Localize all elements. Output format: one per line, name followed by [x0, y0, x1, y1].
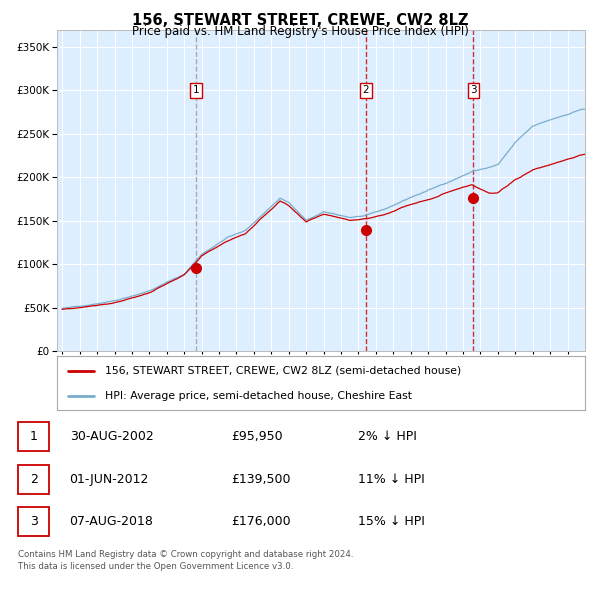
- Text: £176,000: £176,000: [231, 515, 290, 529]
- FancyBboxPatch shape: [18, 507, 49, 536]
- Text: 3: 3: [470, 86, 477, 96]
- Text: 1: 1: [29, 430, 38, 444]
- Text: 30-AUG-2002: 30-AUG-2002: [70, 430, 154, 444]
- Text: 156, STEWART STREET, CREWE, CW2 8LZ (semi-detached house): 156, STEWART STREET, CREWE, CW2 8LZ (sem…: [104, 366, 461, 376]
- Text: 07-AUG-2018: 07-AUG-2018: [70, 515, 154, 529]
- Text: 15% ↓ HPI: 15% ↓ HPI: [358, 515, 424, 529]
- Text: 3: 3: [29, 515, 38, 529]
- Text: 2: 2: [362, 86, 369, 96]
- Text: HPI: Average price, semi-detached house, Cheshire East: HPI: Average price, semi-detached house,…: [104, 392, 412, 401]
- FancyBboxPatch shape: [18, 422, 49, 451]
- Text: This data is licensed under the Open Government Licence v3.0.: This data is licensed under the Open Gov…: [18, 562, 293, 571]
- Text: Contains HM Land Registry data © Crown copyright and database right 2024.: Contains HM Land Registry data © Crown c…: [18, 550, 353, 559]
- Text: 2% ↓ HPI: 2% ↓ HPI: [358, 430, 416, 444]
- Text: 01-JUN-2012: 01-JUN-2012: [70, 473, 149, 486]
- FancyBboxPatch shape: [18, 465, 49, 494]
- Text: 1: 1: [193, 86, 199, 96]
- Text: £139,500: £139,500: [231, 473, 290, 486]
- Text: 11% ↓ HPI: 11% ↓ HPI: [358, 473, 424, 486]
- Text: Price paid vs. HM Land Registry's House Price Index (HPI): Price paid vs. HM Land Registry's House …: [131, 25, 469, 38]
- Text: 156, STEWART STREET, CREWE, CW2 8LZ: 156, STEWART STREET, CREWE, CW2 8LZ: [132, 13, 468, 28]
- Text: £95,950: £95,950: [231, 430, 283, 444]
- Text: 2: 2: [29, 473, 38, 486]
